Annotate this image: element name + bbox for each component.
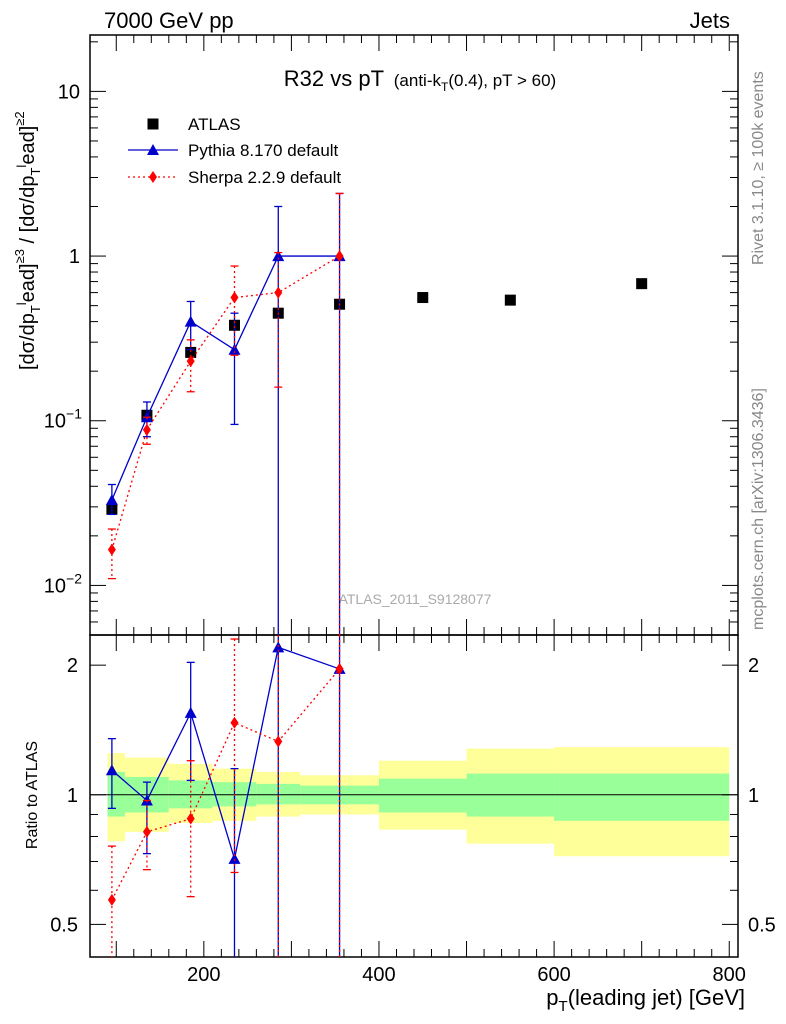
xtick-label: 400 [362, 964, 395, 986]
pythia-point [184, 315, 197, 327]
ratio-yaxis: 0.5 0.5 1 1 2 2 [50, 655, 776, 936]
series-line [111, 255, 340, 501]
xlabel-main: p [546, 985, 558, 1010]
ratio-ytick-label: 1 [748, 785, 759, 807]
ratio-ytick-label: 2 [67, 655, 78, 677]
sherpa-point [186, 812, 195, 825]
svg-text:R32 vs pT (anti-kT(0.4),: R32 vs pT (anti-kT(0.4), pT > 60) [284, 66, 556, 94]
xtick-label: 200 [187, 964, 220, 986]
pythia-point [228, 343, 241, 355]
atlas-point [185, 346, 197, 358]
side-label-bottom: mcplots.cern.ch [arXiv:1306.3436] [750, 388, 767, 630]
pythia-point [105, 494, 118, 506]
main-ytick-label: 10−2 [44, 570, 82, 597]
sherpa-point [230, 291, 239, 304]
pythia-point [228, 852, 241, 864]
band-inner [378, 778, 467, 813]
xlabel-sub: T [559, 998, 568, 1015]
sherpa-point [274, 286, 283, 299]
sherpa-point [149, 171, 157, 183]
xlabel: pT(leading jet) [GeV] [546, 985, 745, 1015]
title-main: R32 vs pT [284, 66, 384, 91]
atlas-point [504, 294, 516, 306]
xtick-label: 800 [713, 964, 746, 986]
ratio-ytick-label: 2 [748, 655, 759, 677]
xaxis: 200 400 600 800 [115, 35, 746, 986]
xtick-label: 600 [537, 964, 570, 986]
ratio-bands [107, 747, 730, 857]
legend: ATLAS Pythia 8.170 default Sherpa 2.2.9 de… [128, 115, 341, 187]
sherpa-point [186, 355, 195, 368]
ratio-ytick-label: 0.5 [748, 914, 776, 936]
pythia-point [272, 250, 285, 262]
main-series [105, 192, 648, 635]
sherpa-point [107, 893, 116, 906]
sherpa-point [335, 250, 344, 263]
pythia-point [184, 706, 197, 718]
main-ytick-label: 1 [69, 246, 80, 268]
ratio-series [105, 635, 346, 957]
sherpa-point [142, 825, 151, 838]
main-ytick-label: 10−1 [44, 406, 82, 433]
main-yaxis: 10−2 10−1 1 10 [44, 41, 738, 636]
atlas-point [636, 278, 648, 290]
atlas-point [147, 118, 159, 130]
legend-label: Sherpa 2.2.9 default [188, 168, 341, 187]
side-label-top: Rivet 3.1.10, ≥ 100k events [750, 71, 767, 265]
ratio-ylabel: Ratio to ATLAS [24, 741, 41, 849]
atlas-point [417, 292, 429, 304]
main-ytick-label: 10 [58, 81, 80, 103]
title-sub-rest: (0.4), pT > 60) [448, 71, 556, 90]
legend-label: ATLAS [188, 115, 241, 134]
header-left: 7000 GeV pp [104, 8, 234, 33]
sherpa-point [107, 543, 116, 556]
header-right: Jets [690, 8, 730, 33]
title-sub: (anti-k [394, 71, 442, 90]
main-ylabel: [dσ/dpTlead]≥3 / [dσ/dpTlead]≥2 [12, 111, 43, 370]
pythia-point [105, 764, 118, 776]
band-inner [554, 773, 730, 821]
svg-text:[dσ/dpTlead]≥3 / [dσ/dpTlead]≥: [dσ/dpTlead]≥3 / [dσ/dpTlead]≥2 [12, 111, 43, 370]
ratio-ytick-label: 0.5 [50, 914, 78, 936]
sherpa-point [230, 716, 239, 729]
watermark: ATLAS_2011_S9128077 [339, 591, 492, 607]
ratio-line [111, 646, 340, 860]
title-sub-sub: T [441, 80, 449, 94]
ratio-line [111, 668, 341, 901]
ratio-ytick-label: 1 [67, 785, 78, 807]
sherpa-point [335, 662, 344, 675]
sherpa-point [142, 423, 151, 436]
svg-text:pT(leading jet) [GeV]: pT(leading jet) [GeV] [546, 985, 745, 1015]
series-line [111, 255, 340, 550]
chart-title: R32 vs pT (anti-kT(0.4), pT > 60) [284, 66, 556, 94]
legend-label: Pythia 8.170 default [188, 141, 339, 160]
xlabel-rest: (leading jet) [GeV] [568, 985, 745, 1010]
pythia-point [147, 144, 159, 155]
sherpa-point [274, 735, 283, 748]
